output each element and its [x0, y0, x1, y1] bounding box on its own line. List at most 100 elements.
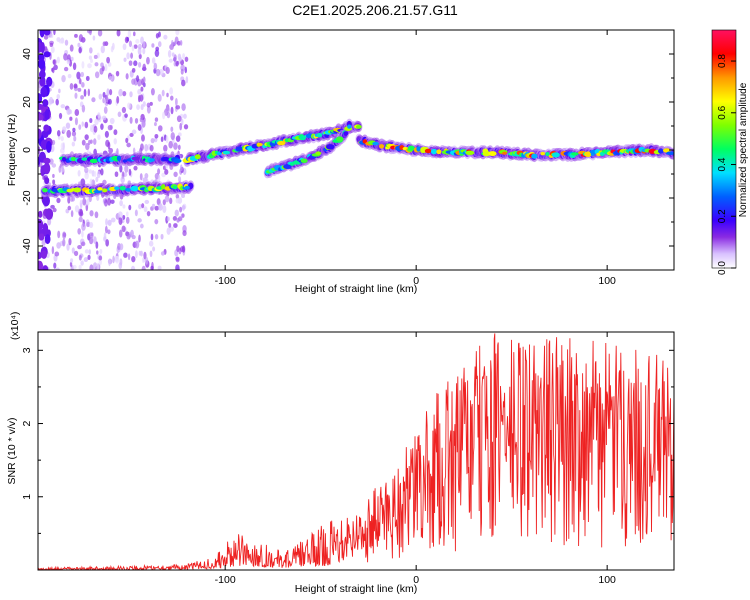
- spectrogram-speckle: [118, 88, 123, 97]
- spectrogram-speckle: [94, 118, 99, 125]
- spectrogram-speckle: [96, 262, 100, 270]
- spectrogram-speckle: [60, 104, 66, 109]
- spectrogram-speckle: [99, 248, 103, 255]
- spectrogram-speckle: [173, 54, 177, 62]
- spectrogram-speckle: [80, 241, 86, 247]
- spectrogram-speckle: [38, 113, 44, 121]
- spectrogram-speckle: [128, 60, 133, 66]
- spectrogram-speckle: [168, 223, 172, 228]
- spectrogram-speckle: [138, 61, 142, 68]
- spectrogram-speckle: [83, 257, 89, 263]
- spectrogram-speckle: [137, 88, 142, 95]
- spectrogram-speckle: [49, 96, 54, 105]
- spectrogram-speckle: [154, 117, 159, 122]
- spectrogram-speckle: [182, 230, 187, 237]
- snr-marks: [38, 333, 674, 570]
- spectrogram-speckle: [67, 73, 72, 79]
- spectrogram-speckle: [173, 142, 178, 150]
- spectrogram-speckle: [52, 173, 55, 179]
- spectrogram-speckle: [84, 134, 89, 141]
- spectrogram-point: [61, 156, 67, 162]
- spectrogram-speckle: [56, 93, 61, 100]
- spectrogram-speckle: [95, 176, 99, 183]
- spectrogram-point: [315, 151, 322, 156]
- spectrogram-speckle: [62, 142, 65, 151]
- spectrogram-speckle: [43, 162, 51, 175]
- spectrogram-speckle: [82, 198, 87, 206]
- spectrogram-speckle: [165, 66, 170, 74]
- spectrogram-speckle: [116, 30, 121, 37]
- spectrogram-speckle: [60, 136, 64, 142]
- spectrogram-speckle: [119, 200, 123, 207]
- spectrogram-speckle: [112, 255, 115, 264]
- spectrogram-speckle: [166, 216, 170, 222]
- spectrogram-speckle: [73, 83, 78, 89]
- spectrogram-speckle: [117, 211, 123, 218]
- spectrogram-speckle: [129, 132, 134, 137]
- colorbar-tick-label: 0.6: [717, 105, 728, 119]
- spectrogram-speckle: [176, 245, 180, 253]
- spectrogram-speckle: [53, 262, 57, 269]
- spectrogram-speckle: [110, 199, 115, 204]
- spectrogram-speckle: [143, 251, 147, 260]
- spectrogram-speckle: [78, 254, 82, 261]
- spectrogram-speckle: [44, 109, 50, 120]
- spectrogram-speckle: [38, 210, 43, 218]
- spectrogram-speckle: [181, 118, 184, 126]
- spectrogram-speckle: [73, 250, 79, 257]
- spectrogram-speckle: [129, 91, 133, 98]
- spectrogram-speckle: [38, 59, 46, 69]
- spectrogram-speckle: [170, 132, 175, 141]
- spectrogram-speckle: [104, 130, 109, 138]
- spectrogram-speckle: [89, 210, 94, 217]
- spectrogram-speckle: [164, 195, 170, 203]
- spectrogram-speckle: [78, 46, 82, 54]
- spectrogram-speckle: [160, 233, 164, 240]
- spectrogram-speckle: [51, 246, 55, 255]
- spectrogram-speckle: [141, 134, 145, 142]
- spectrogram-speckle: [74, 117, 78, 126]
- spectrogram-speckle: [60, 165, 65, 173]
- spectrogram-panel: -100 0 100 -40 -20 0 20 40 Height of straight l…: [6, 29, 749, 295]
- colorbar-label: Normalized spectral amplitude: [738, 82, 749, 217]
- spectrogram-speckle: [130, 265, 136, 270]
- spectrogram-speckle: [81, 223, 86, 231]
- spectrogram-point: [316, 132, 323, 138]
- snr-ytick-label: 3: [21, 347, 33, 353]
- spectrogram-speckle: [88, 249, 92, 255]
- spectrogram-speckle: [128, 168, 132, 176]
- spectrogram-point: [71, 156, 77, 162]
- spectrogram-speckle: [146, 211, 151, 217]
- spectrogram-speckle: [51, 163, 57, 168]
- spectrogram-point: [355, 124, 362, 129]
- snr-xlabel: Height of straight line (km): [295, 583, 418, 595]
- spectrogram-point: [235, 146, 244, 152]
- spectrogram-speckle: [137, 43, 142, 50]
- spectrogram-speckle: [78, 216, 83, 223]
- spectrogram-speckle: [138, 234, 141, 243]
- spectrogram-speckle: [140, 86, 144, 92]
- spectrogram-speckle: [63, 66, 69, 72]
- spectrogram-speckle: [77, 87, 82, 92]
- spectrogram-speckle: [107, 124, 113, 131]
- spectrogram-speckle: [175, 60, 179, 67]
- spectrogram-speckle: [90, 124, 94, 131]
- spectrogram-speckle: [133, 165, 138, 171]
- spectrogram-speckle: [83, 88, 87, 97]
- snr-frame: [37, 331, 675, 571]
- spectrogram-speckle: [58, 165, 62, 173]
- spectrogram-speckle: [40, 86, 48, 98]
- spectrogram-speckle: [62, 238, 66, 247]
- snr-multiplier: (x10⁴): [9, 312, 21, 340]
- snr-ytick-label: 2: [21, 420, 33, 426]
- spectrogram-speckle: [84, 167, 89, 174]
- spectrogram-speckle: [158, 203, 163, 211]
- spectrogram-speckle: [78, 264, 82, 270]
- spectrogram-point: [283, 164, 292, 170]
- spectrogram-speckle: [128, 40, 133, 48]
- spectrogram-speckle: [72, 127, 76, 133]
- spectrogram-speckle: [71, 247, 75, 254]
- spectrogram-speckle: [178, 56, 183, 62]
- spectrogram-speckle: [144, 173, 149, 179]
- spectrogram-speckle: [113, 138, 118, 145]
